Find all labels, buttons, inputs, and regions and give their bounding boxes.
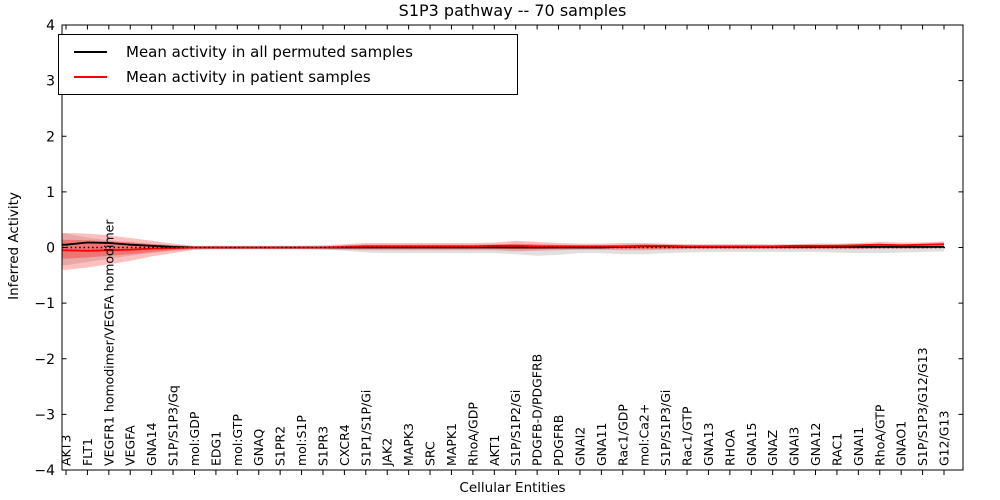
x-category-label: RHOA <box>722 429 737 466</box>
y-tick-label: 4 <box>46 18 55 34</box>
x-category-label: AKT1 <box>487 435 502 466</box>
permuted-samples-std-band <box>62 233 944 266</box>
y-axis-label: Inferred Activity <box>6 192 22 300</box>
legend-item-permuted: Mean activity in all permuted samples <box>59 43 517 61</box>
y-tick-label: −4 <box>34 463 55 479</box>
x-category-label: mol:GDP <box>187 411 202 466</box>
x-category-label: GNA11 <box>594 423 609 467</box>
y-tick-label: −2 <box>34 352 55 368</box>
x-category-label: GNAO1 <box>894 421 909 466</box>
patient-mean-line <box>62 243 945 252</box>
x-category-label: RhoA/GTP <box>872 404 887 466</box>
legend-label-permuted: Mean activity in all permuted samples <box>126 42 413 61</box>
y-tick-label: 0 <box>46 241 55 257</box>
x-category-label: JAK2 <box>380 438 395 467</box>
legend-item-patient: Mean activity in patient samples <box>59 68 517 86</box>
x-category-label: GNAI2 <box>572 427 587 466</box>
x-category-label: GNAI1 <box>851 427 866 466</box>
x-category-label: S1PR3 <box>315 426 330 466</box>
x-category-label: mol:GTP <box>230 414 245 466</box>
y-tick-label: 1 <box>46 185 55 201</box>
x-category-label: RhoA/GDP <box>465 402 480 466</box>
x-category-label: SRC <box>423 441 438 466</box>
x-category-label: MAPK3 <box>401 423 416 466</box>
x-category-label: S1PR2 <box>273 426 288 466</box>
x-category-label: GNA12 <box>808 423 823 467</box>
x-category-label: GNAZ <box>765 430 780 466</box>
x-category-label: Rac1/GTP <box>680 406 695 466</box>
x-category-label: GNA15 <box>744 423 759 467</box>
legend: Mean activity in all permuted samples Me… <box>58 34 518 95</box>
x-category-label: FLT1 <box>80 438 95 466</box>
y-tick-label: −1 <box>34 296 55 312</box>
x-category-label: mol:Ca2+ <box>637 404 652 466</box>
y-tick-label: 3 <box>46 74 55 90</box>
x-category-label: S1P/S1P3/G12/G13 <box>915 347 930 466</box>
x-category-label: G12/G13 <box>937 411 952 466</box>
x-category-label: GNA14 <box>144 422 159 466</box>
legend-line-patient-icon <box>74 76 107 79</box>
x-category-label: MAPK1 <box>444 423 459 466</box>
x-category-label: CXCR4 <box>337 424 352 466</box>
x-category-label: S1P/S1P2/Gi <box>508 390 523 466</box>
x-category-label: Rac1/GDP <box>615 404 630 466</box>
x-category-label: VEGFA <box>123 425 138 466</box>
x-category-label: S1P1/S1P/Gi <box>358 390 373 466</box>
x-category-label: EDG1 <box>208 431 223 466</box>
x-category-label: GNAQ <box>251 429 266 466</box>
x-category-label: GNAI3 <box>787 427 802 466</box>
legend-line-permuted-icon <box>74 50 107 53</box>
x-category-label: S1P/S1P3/Gq <box>166 385 181 466</box>
x-category-label: PDGFB-D/PDGFRB <box>530 354 545 466</box>
legend-label-patient: Mean activity in patient samples <box>126 68 371 87</box>
x-category-label: PDGFRB <box>551 415 566 466</box>
x-category-label: mol:S1P <box>294 415 309 466</box>
x-category-label: GNA13 <box>701 423 716 467</box>
x-category-label: RAC1 <box>829 433 844 466</box>
x-category-label: S1P/S1P3/Gi <box>658 390 673 466</box>
x-category-label: AKT3 <box>59 435 74 466</box>
y-tick-label: −3 <box>34 407 55 423</box>
x-axis-label: Cellular Entities <box>459 480 566 496</box>
y-tick-label: 2 <box>46 129 55 145</box>
x-category-label: VEGFR1 homodimer/VEGFA homodimer <box>101 219 116 466</box>
chart-title: S1P3 pathway -- 70 samples <box>398 1 627 20</box>
